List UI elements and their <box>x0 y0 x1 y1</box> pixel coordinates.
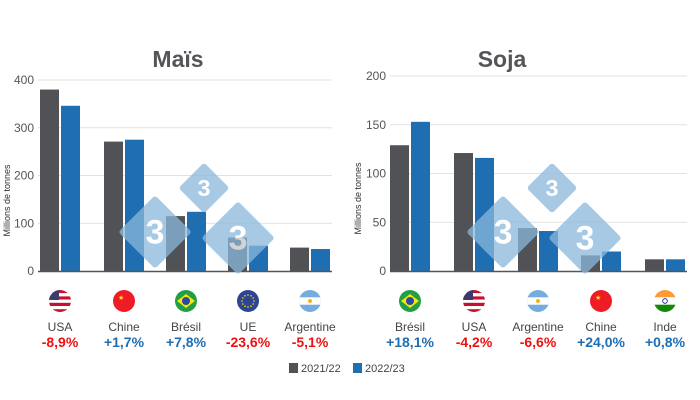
y-tick-label: 400 <box>14 73 34 87</box>
change-label: -6,6% <box>520 334 557 350</box>
category-label: Argentine <box>512 320 564 334</box>
y-tick-label: 0 <box>379 264 386 278</box>
bar-2021-22-0 <box>40 89 59 271</box>
bar-2022-23-2 <box>187 211 206 271</box>
legend-swatch <box>289 363 298 373</box>
legend: 2021/22 2022/23 <box>289 363 405 375</box>
category-label: Brésil <box>171 320 201 334</box>
change-label: -23,6% <box>226 334 271 350</box>
flag-brazil-icon <box>399 290 421 312</box>
change-label: +0,8% <box>645 334 686 350</box>
flag-brazil-icon <box>175 290 197 312</box>
chart-title: Maïs <box>152 46 203 72</box>
flag-eu-icon <box>237 290 259 312</box>
bar-2022-23-4 <box>666 259 685 271</box>
svg-text:3: 3 <box>494 214 513 252</box>
watermark-logo: 333 333 <box>119 163 621 274</box>
bar-2021-22-4 <box>290 247 309 271</box>
flag-usa-icon <box>49 290 71 312</box>
bar-2021-22-1 <box>454 153 473 271</box>
flag-argentina-icon <box>527 290 549 312</box>
y-axis-label: Millions de tonnes <box>2 164 12 237</box>
category-label: Argentine <box>284 320 336 334</box>
flag-china-icon: ★ <box>590 290 612 312</box>
y-tick-label: 200 <box>14 169 34 183</box>
y-tick-label: 50 <box>373 215 387 229</box>
y-tick-label: 100 <box>366 167 386 181</box>
flag-argentina-icon <box>299 290 321 312</box>
change-label: -4,2% <box>456 334 493 350</box>
change-label: +7,8% <box>166 334 207 350</box>
y-axis-label: Millions de tonnes <box>353 162 363 235</box>
flag-china-icon: ★ <box>113 290 135 312</box>
change-label: +18,1% <box>386 334 434 350</box>
category-label: Chine <box>108 320 140 334</box>
y-tick-label: 300 <box>14 121 34 135</box>
svg-text:★: ★ <box>118 294 124 302</box>
category-label: USA <box>48 320 73 334</box>
category-label: USA <box>462 320 487 334</box>
chart-0: Maïs 0 100 200 300 400 Millions de tonnes USA-8… <box>2 46 336 350</box>
bar-2022-23-0 <box>61 105 80 271</box>
y-tick-label: 200 <box>366 69 386 83</box>
svg-text:3: 3 <box>197 175 210 201</box>
svg-text:3: 3 <box>146 214 165 252</box>
legend-label: 2022/23 <box>365 363 405 375</box>
legend-label: 2021/22 <box>301 363 341 375</box>
svg-text:3: 3 <box>576 220 595 258</box>
chart-title: Soja <box>478 46 527 72</box>
change-label: -5,1% <box>292 334 329 350</box>
bar-2022-23-4 <box>311 249 330 271</box>
svg-text:★: ★ <box>595 294 601 302</box>
flag-india-icon <box>654 290 676 312</box>
bar-2021-22-4 <box>645 259 664 271</box>
change-label: +24,0% <box>577 334 625 350</box>
chart-1: Soja 0 50 100 150 200 Millions de tonnes Brésil… <box>353 46 687 350</box>
category-label: Chine <box>585 320 617 334</box>
bar-2022-23-0 <box>411 121 430 271</box>
change-label: -8,9% <box>42 334 79 350</box>
bar-2021-22-1 <box>104 141 123 271</box>
category-label: Brésil <box>395 320 425 334</box>
change-label: +1,7% <box>104 334 145 350</box>
svg-text:3: 3 <box>229 220 248 258</box>
legend-swatch <box>353 363 362 373</box>
category-label: UE <box>240 320 257 334</box>
bar-2022-23-3 <box>602 251 621 271</box>
category-label: Inde <box>653 320 677 334</box>
y-tick-label: 100 <box>14 216 34 230</box>
y-tick-label: 0 <box>27 264 34 278</box>
bar-2021-22-0 <box>390 145 409 271</box>
svg-text:3: 3 <box>545 175 558 201</box>
flag-usa-icon <box>463 290 485 312</box>
y-tick-label: 150 <box>366 118 386 132</box>
